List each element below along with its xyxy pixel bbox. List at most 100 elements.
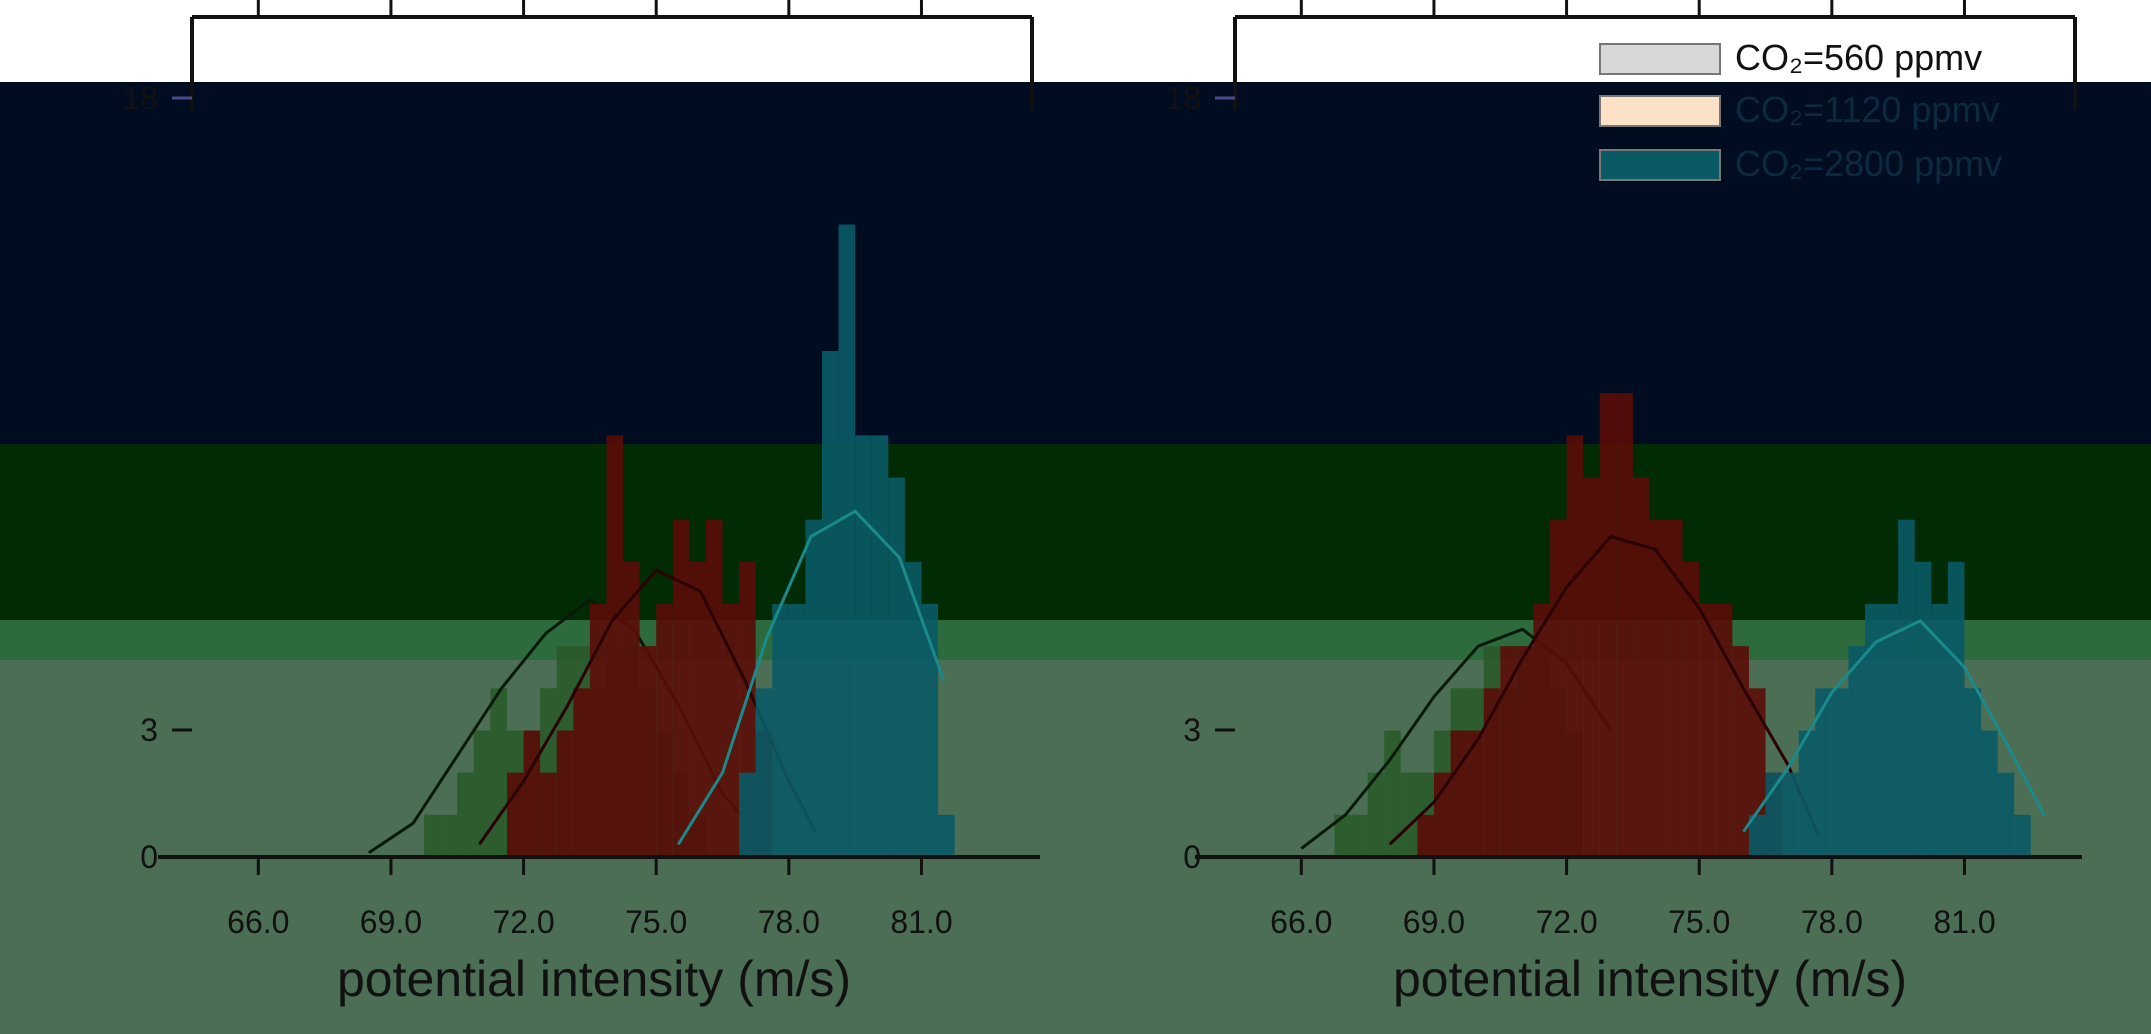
panel2-bar-s3 — [1881, 604, 1899, 857]
panel1-bar-s2 — [507, 772, 524, 857]
panel2-bar-s3 — [1981, 730, 1998, 857]
panel1-bar-s2 — [606, 435, 624, 857]
panel1-bar-s2 — [589, 604, 607, 857]
panel1-bar-s3 — [838, 224, 856, 857]
panel2-x-tick-label: 75.0 — [1668, 904, 1730, 940]
panel1-bar-s3 — [921, 604, 939, 857]
panel2-x-tick-label: 81.0 — [1933, 904, 1995, 940]
panel1-bar-s3 — [888, 477, 905, 857]
panel2-legend-swatch-s1 — [1599, 43, 1721, 75]
panel2-bar-s1 — [1334, 814, 1352, 857]
panel1-bar-s2 — [540, 772, 557, 857]
panel1-bar-s3 — [904, 561, 922, 857]
panel1-bar-s3 — [822, 351, 839, 857]
panel1-bar-s2 — [556, 730, 574, 857]
panel2-bar-s3 — [1782, 772, 1799, 857]
panel2-bar-s3 — [1931, 604, 1948, 857]
panel1-bar-s3 — [788, 604, 806, 857]
panel2-bar-s2 — [1666, 519, 1683, 857]
panel2-bar-s2 — [1632, 477, 1650, 857]
panel1-y-tick-label: 18 — [122, 80, 158, 116]
panel1-bar-s3 — [805, 519, 822, 857]
panel2-legend-label-s1: CO₂=560 ppmv — [1735, 37, 1982, 78]
panel1-bar-s1 — [440, 814, 458, 857]
panel1-bar-s3 — [739, 772, 756, 857]
panel2-bar-s2 — [1599, 393, 1617, 857]
panel2-bar-s3 — [1997, 772, 2015, 857]
panel1-bar-s2 — [689, 561, 706, 857]
panel2-bar-s1 — [1400, 772, 1418, 857]
panel1-y-tick-label: 0 — [140, 839, 158, 875]
panel1-x-tick-label: 81.0 — [890, 904, 952, 940]
panel1-bar-s3 — [772, 604, 789, 857]
panel2-bar-s2 — [1616, 393, 1633, 857]
band-navy — [0, 82, 2151, 444]
panel2-bar-s2 — [1450, 730, 1468, 857]
panel2-x-tick-label: 72.0 — [1535, 904, 1597, 940]
panel1-x-tick-label: 75.0 — [625, 904, 687, 940]
panel2-bar-s2 — [1649, 519, 1667, 857]
panel2-bar-s3 — [1765, 772, 1783, 857]
panel2-bar-s2 — [1467, 730, 1484, 857]
panel2-bar-s2 — [1533, 604, 1550, 857]
panel1-bar-s1 — [490, 688, 507, 857]
panel1-x-tick-label: 78.0 — [758, 904, 820, 940]
panel2-legend-swatch-s2 — [1599, 95, 1721, 127]
panel2-legend-label-s2: CO₂=1120 ppmv — [1735, 89, 1999, 130]
panel2-bar-s3 — [1848, 646, 1865, 857]
panel2-bar-s2 — [1516, 646, 1534, 857]
panel2-bar-s3 — [1748, 814, 1766, 857]
panel2-bar-s2 — [1433, 772, 1451, 857]
panel1-bar-s3 — [755, 688, 773, 857]
panel1-bar-s2 — [656, 604, 673, 857]
panel2-bar-s3 — [1964, 688, 1982, 857]
panel2-bar-s2 — [1417, 814, 1434, 857]
panel2-x-tick-label: 66.0 — [1270, 904, 1332, 940]
panel2-bar-s1 — [1351, 814, 1368, 857]
panel2-bar-s2 — [1483, 688, 1501, 857]
panel1-bar-s3 — [938, 814, 955, 857]
band-dark-green — [0, 444, 2151, 620]
panel2-curve-s2 — [1388, 534, 1820, 846]
panel2-x-axis-label: potential intensity (m/s) — [1393, 951, 1907, 1007]
panel1-bar-s3 — [855, 435, 872, 857]
panel1-bar-s1 — [457, 772, 474, 857]
panel2-y-tick-label: 18 — [1165, 80, 1201, 116]
panel2-legend-swatch-s3 — [1599, 149, 1721, 181]
band-mid-green — [0, 620, 2151, 660]
panel1-x-tick-label: 72.0 — [492, 904, 554, 940]
panel2-bar-s2 — [1699, 604, 1716, 857]
panel1-y-tick-label: 3 — [140, 712, 158, 748]
panel2-y-tick-label: 3 — [1183, 712, 1201, 748]
panel2-bar-s3 — [1947, 561, 1965, 857]
panel2-bar-s3 — [1831, 688, 1849, 857]
panel1-bar-s3 — [871, 435, 889, 857]
panel2-x-tick-label: 69.0 — [1403, 904, 1465, 940]
panel1-x-axis-label: potential intensity (m/s) — [337, 951, 851, 1007]
panel2-bar-s2 — [1732, 646, 1749, 857]
panel1-bar-s2 — [722, 604, 740, 857]
panel2-bar-s3 — [1898, 519, 1915, 857]
panel1-bar-s1 — [473, 730, 491, 857]
panel2-bar-s2 — [1583, 477, 1600, 857]
panel2-bar-s3 — [1815, 688, 1832, 857]
panel2-bar-s2 — [1500, 646, 1517, 857]
panel2-bar-s2 — [1715, 604, 1733, 857]
panel1-bar-s2 — [623, 561, 640, 857]
panel1-bar-s2 — [523, 730, 541, 857]
panel1-curve-s3 — [677, 509, 945, 846]
panel1-bar-s2 — [672, 519, 690, 857]
panel2-x-tick-label: 78.0 — [1801, 904, 1863, 940]
panel2-bar-s3 — [1798, 730, 1816, 857]
panel2-y-tick-label: 0 — [1183, 839, 1201, 875]
panel2-bar-s3 — [1865, 604, 1882, 857]
panel2-bar-s3 — [1914, 561, 1932, 857]
panel2-bar-s1 — [1367, 772, 1385, 857]
panel1-x-tick-label: 66.0 — [227, 904, 289, 940]
panel2-bar-s2 — [1682, 561, 1700, 857]
panel1-bar-s2 — [705, 519, 723, 857]
panel1-x-tick-label: 69.0 — [360, 904, 422, 940]
panel2-legend-label-s3: CO₂=2800 ppmv — [1735, 143, 2002, 184]
